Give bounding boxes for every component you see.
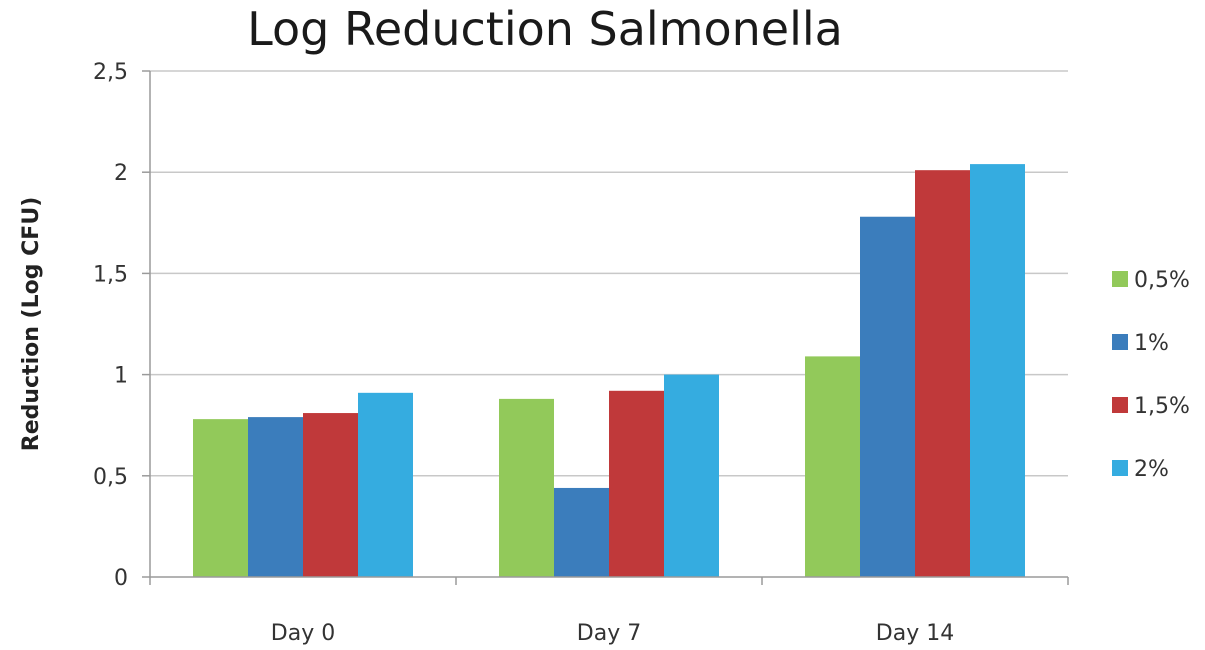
y-tick-label: 0: [114, 566, 128, 591]
y-tick-label: 2,5: [93, 60, 128, 85]
bar-day-14-series-2: [915, 170, 970, 577]
bar-day-14-series-1: [860, 216, 915, 577]
bar-day-7-series-0: [499, 398, 554, 577]
axes: [142, 70, 1069, 585]
bar-day-14-series-3: [970, 164, 1025, 577]
x-tick-label: Day 0: [271, 621, 335, 646]
x-tick-label: Day 7: [577, 621, 641, 646]
legend-label: 1%: [1134, 331, 1169, 356]
y-axis-title: Reduction (Log CFU): [19, 197, 44, 452]
chart-title: Log Reduction Salmonella: [247, 2, 843, 56]
legend-label: 0,5%: [1134, 268, 1190, 293]
bar-day-0-series-3: [358, 392, 413, 577]
bars: [193, 164, 1025, 577]
y-tick-label: 1,5: [93, 262, 128, 287]
legend-swatch: [1112, 334, 1128, 350]
legend-swatch: [1112, 271, 1128, 287]
bar-day-7-series-1: [554, 487, 609, 577]
bar-day-0-series-2: [303, 413, 358, 577]
x-tick-labels: Day 0 Day 7 Day 14: [271, 621, 954, 646]
bar-day-14-series-0: [805, 356, 860, 577]
bar-day-0-series-1: [248, 417, 303, 577]
y-tick-labels: 0 0,5 1 1,5 2 2,5: [93, 60, 128, 591]
y-tick-label: 2: [114, 161, 128, 186]
bar-day-7-series-3: [664, 374, 719, 577]
bar-day-0-series-0: [193, 419, 248, 577]
legend-label: 1,5%: [1134, 394, 1190, 419]
legend-swatch: [1112, 397, 1128, 413]
x-tick-label: Day 14: [876, 621, 954, 646]
bar-day-7-series-2: [609, 390, 664, 577]
y-tick-label: 0,5: [93, 465, 128, 490]
legend: 0,5% 1% 1,5% 2%: [1112, 268, 1190, 482]
y-tick-label: 1: [114, 364, 128, 389]
legend-swatch: [1112, 460, 1128, 476]
legend-label: 2%: [1134, 457, 1169, 482]
